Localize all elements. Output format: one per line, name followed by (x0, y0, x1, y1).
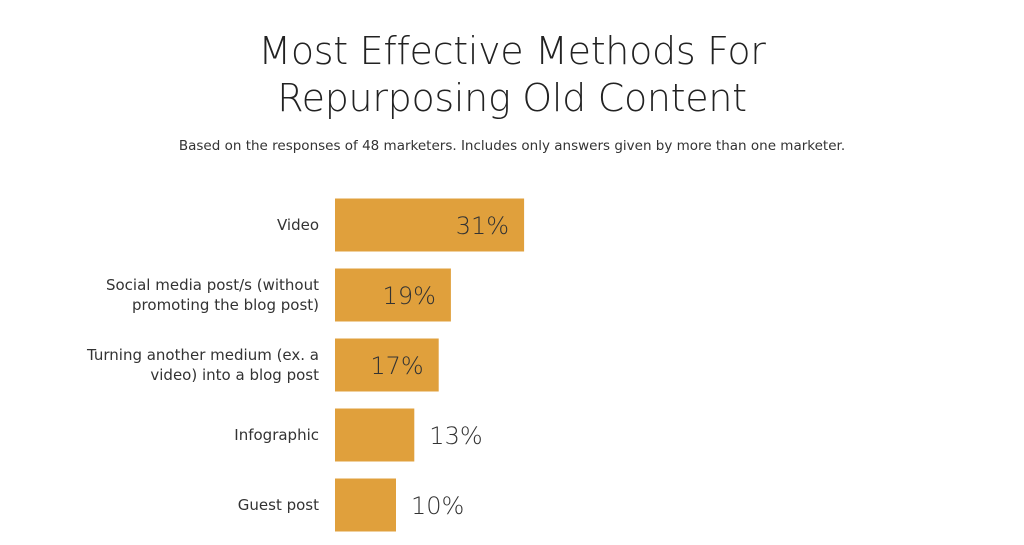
bar-5 (335, 478, 396, 532)
bar-3 (335, 338, 439, 392)
value-label-5: 10% (411, 492, 464, 520)
category-label-2: Social media post/s (without promoting th… (106, 276, 319, 314)
chart-title-line-2: Repurposing Old Content (277, 76, 747, 120)
category-label-5: Guest post (238, 496, 319, 514)
chart-subtitle: Based on the responses of 48 marketers. … (178, 138, 846, 154)
value-label-4: 13% (429, 422, 482, 450)
value-label-3: 17% (370, 352, 423, 380)
value-label-2: 19% (383, 282, 436, 310)
bar-1 (335, 198, 525, 252)
bar-2 (335, 268, 451, 322)
bar-4 (335, 408, 415, 462)
category-label-1: Video (277, 216, 319, 234)
value-label-1: 31% (456, 212, 509, 240)
category-label-4: Infographic (234, 426, 319, 444)
chart-title: Most Effective Methods For Repurposing O… (0, 28, 1024, 122)
category-label-3: Turning another medium (ex. a video) into… (86, 346, 319, 384)
chart-title-line-1: Most Effective Methods For (258, 29, 766, 73)
